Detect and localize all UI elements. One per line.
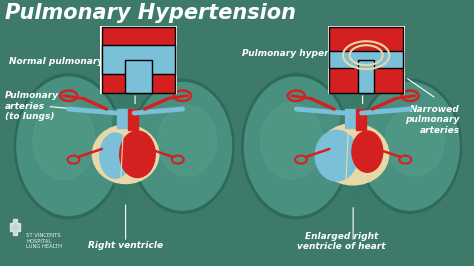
- Ellipse shape: [100, 133, 131, 178]
- Ellipse shape: [245, 77, 348, 215]
- Text: Normal pulmonary artery: Normal pulmonary artery: [9, 57, 138, 66]
- FancyBboxPatch shape: [126, 60, 152, 93]
- Ellipse shape: [260, 103, 323, 179]
- FancyBboxPatch shape: [358, 60, 374, 93]
- Ellipse shape: [242, 74, 351, 219]
- Text: Pulmonary Hypertension: Pulmonary Hypertension: [5, 3, 296, 23]
- FancyBboxPatch shape: [328, 26, 405, 94]
- Ellipse shape: [352, 131, 383, 172]
- Ellipse shape: [111, 90, 140, 208]
- FancyBboxPatch shape: [356, 109, 366, 130]
- FancyBboxPatch shape: [329, 27, 403, 93]
- Text: Enlarged right
ventricle of heart: Enlarged right ventricle of heart: [297, 232, 385, 251]
- FancyBboxPatch shape: [102, 45, 175, 74]
- Ellipse shape: [92, 125, 159, 184]
- FancyBboxPatch shape: [102, 27, 175, 93]
- Polygon shape: [10, 219, 20, 235]
- Ellipse shape: [33, 103, 95, 179]
- FancyBboxPatch shape: [117, 109, 134, 128]
- Text: Narrowed
pulmonary
arteries: Narrowed pulmonary arteries: [405, 105, 460, 135]
- Text: Pulmonary
arteries
(to lungs): Pulmonary arteries (to lungs): [5, 92, 59, 121]
- Ellipse shape: [14, 74, 123, 219]
- Ellipse shape: [358, 79, 462, 213]
- Ellipse shape: [17, 77, 120, 215]
- Ellipse shape: [315, 130, 358, 181]
- Text: ST VINCENTS
HOSPITAL
LUNG HEALTH: ST VINCENTS HOSPITAL LUNG HEALTH: [26, 233, 62, 249]
- Ellipse shape: [385, 106, 444, 176]
- FancyBboxPatch shape: [128, 109, 138, 130]
- Ellipse shape: [361, 82, 459, 210]
- Ellipse shape: [119, 131, 155, 178]
- FancyBboxPatch shape: [329, 51, 403, 68]
- FancyBboxPatch shape: [345, 109, 362, 128]
- Ellipse shape: [134, 82, 231, 210]
- Text: Pulmonary hypertension: Pulmonary hypertension: [242, 49, 366, 58]
- Ellipse shape: [339, 90, 367, 208]
- FancyBboxPatch shape: [100, 26, 177, 94]
- Ellipse shape: [318, 124, 389, 185]
- Ellipse shape: [158, 106, 217, 176]
- Text: Right ventricle: Right ventricle: [88, 241, 163, 250]
- Ellipse shape: [131, 79, 234, 213]
